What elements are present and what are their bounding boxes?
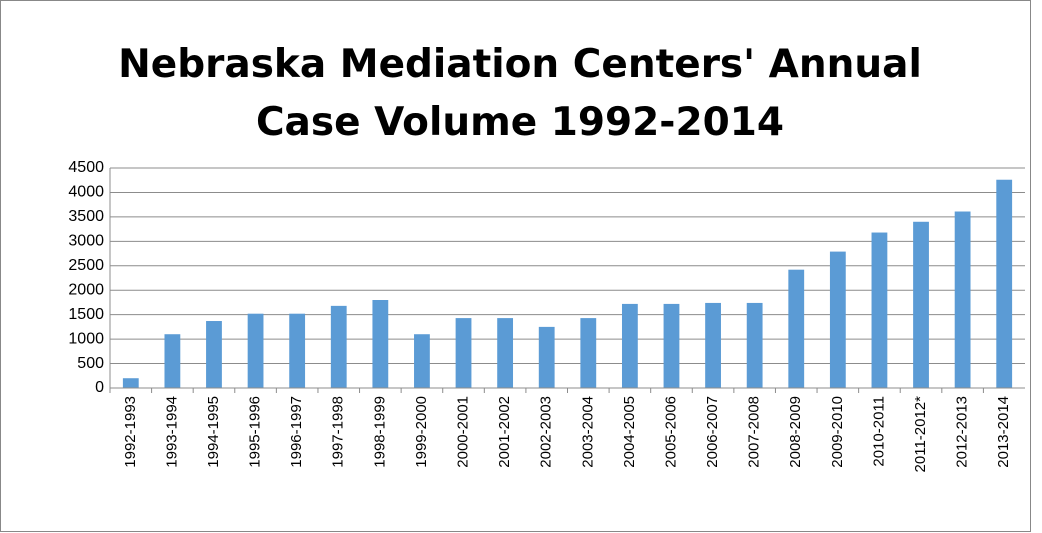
chart-title: Nebraska Mediation Centers' Annual Case … [118,42,922,145]
bar [871,232,888,388]
x-tick-label: 2010-2011 [870,396,887,467]
bar [330,305,347,388]
y-tick-label: 1500 [68,306,104,323]
bar [954,211,971,388]
x-tick-label: 2009-2010 [829,396,846,468]
x-tick-label: 2013-2014 [995,396,1012,468]
y-tick-label: 2000 [68,281,104,298]
bar [247,313,264,388]
x-tick-label: 2000-2001 [454,396,471,468]
bar [788,269,805,388]
bar [829,251,846,388]
x-tick-label: 2001-2002 [496,396,513,468]
bar [122,378,139,388]
bar [372,300,389,388]
bar [289,313,306,388]
x-tick-label: 1999-2000 [413,396,430,468]
y-tick-label: 3000 [68,233,104,250]
bar [996,179,1013,388]
y-tick-label: 4000 [68,184,104,201]
x-tick-label: 2007-2008 [746,396,763,468]
y-tick-label: 1000 [68,330,104,347]
x-tick-label: 2012-2013 [954,396,971,468]
y-tick-label: 2500 [68,257,104,274]
bar [538,326,555,388]
x-tick-label: 1998-1999 [371,396,388,468]
bar [164,334,181,388]
x-tick-label: 2008-2009 [787,396,804,468]
bar [663,303,680,388]
y-tick-label: 3500 [68,208,104,225]
bar [206,321,222,388]
x-tick-label: 1993-1994 [163,396,180,468]
bar [580,318,597,388]
x-tick-label: 1997-1998 [330,396,347,468]
bar [621,303,638,388]
x-tick-label: 2006-2007 [704,396,721,468]
x-tick-label: 1992-1993 [122,396,139,468]
x-tick-label: 1994-1995 [205,396,222,468]
bar [455,318,472,388]
x-tick-label: 2003-2004 [579,396,596,468]
y-tick-label: 4500 [68,159,104,176]
x-tick-label: 2005-2006 [662,396,679,468]
x-tick-label: 2011-2012* [912,396,929,473]
y-tick-label: 500 [77,355,104,372]
bar [913,221,929,388]
bar [414,334,430,388]
x-tick-label: 2002-2003 [538,396,555,468]
bar [497,318,514,388]
x-tick-label: 2004-2005 [621,396,638,468]
bar [705,302,721,388]
y-tick-label: 0 [95,379,104,396]
x-tick-label: 1995-1996 [247,396,264,468]
x-tick-label: 1996-1997 [288,396,305,468]
bar [746,302,763,388]
